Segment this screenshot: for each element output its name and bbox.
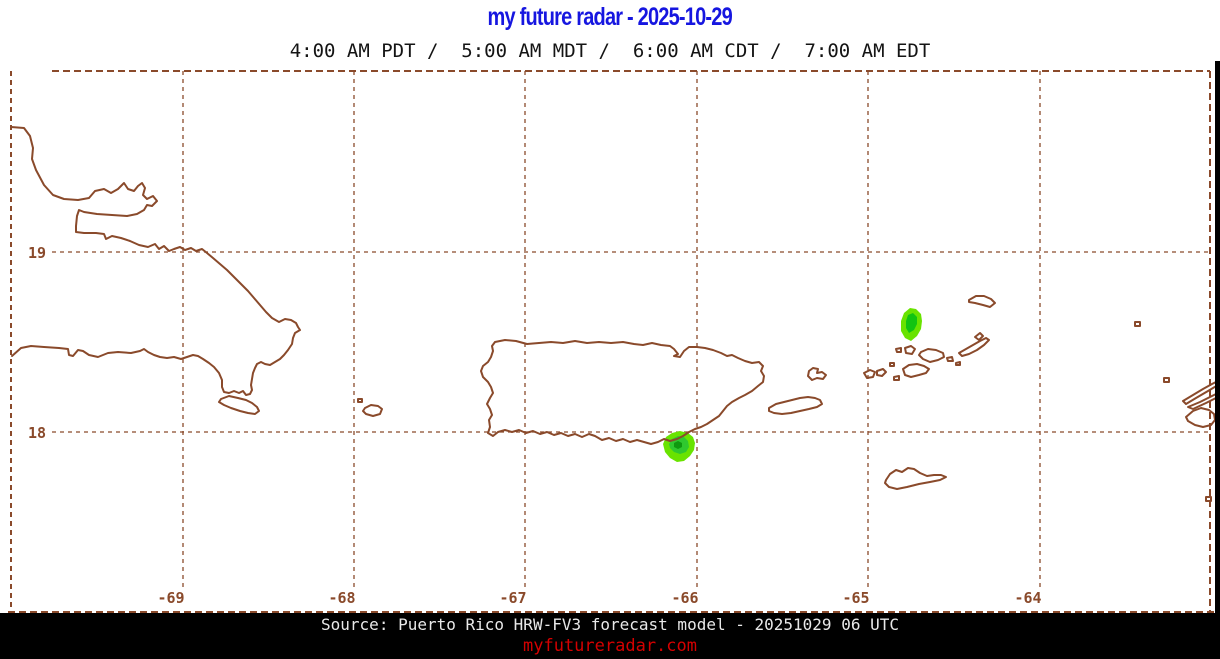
coastline-sombrero-speck <box>1134 321 1141 327</box>
page-title: my future radar - 2025-10-29 <box>0 3 1220 32</box>
axis-label--68: -68 <box>328 589 355 607</box>
source-text: Source: Puerto Rico HRW-FV3 forecast mod… <box>321 615 899 634</box>
radar-cell-virgin-islands-core <box>906 313 917 333</box>
coastline-anegada <box>968 295 996 308</box>
axis-label-18: 18 <box>28 424 46 442</box>
valid-times: 4:00 AM PDT / 5:00 AM MDT / 6:00 AM CDT … <box>289 40 931 62</box>
coastline-islet-speck-1 <box>889 362 895 367</box>
coastline-islet-west-2 <box>876 368 887 377</box>
coastline-islet-speck-4 <box>946 356 954 362</box>
axis-label--67: -67 <box>499 589 526 607</box>
axis-label--64: -64 <box>1014 589 1041 607</box>
coastline-vieques <box>768 396 823 415</box>
radar-cell-south-puerto-rico-core <box>674 441 682 449</box>
coastline-st-thomas <box>902 363 930 378</box>
right-edge-strip <box>1215 61 1220 659</box>
footer-bar: Source: Puerto Rico HRW-FV3 forecast mod… <box>0 613 1220 659</box>
coastline-islet-speck-3 <box>895 347 902 353</box>
coastline-islet-west-1 <box>863 369 876 379</box>
coastline-hispaniola <box>10 126 301 396</box>
coastline-islet-speck-2 <box>893 375 900 381</box>
coastline-puerto-rico <box>480 339 765 445</box>
axis-label-19: 19 <box>28 244 46 262</box>
coastline-saba-speck <box>1205 496 1212 502</box>
coastline-saona-island <box>218 395 260 415</box>
axis-label--65: -65 <box>842 589 869 607</box>
coastline-dog-island-speck <box>1163 377 1170 383</box>
coastline-tortola <box>958 337 990 357</box>
coastline-islet-speck-5 <box>955 361 961 366</box>
page-title-text: my future radar - 2025-10-29 <box>487 3 733 31</box>
website-link[interactable]: myfutureradar.com <box>523 636 697 656</box>
coastline-culebra <box>807 367 827 381</box>
coastline-mona-island <box>362 404 383 417</box>
radar-map: 19 18 -69 -68 -67 -66 -65 -64 <box>8 70 1219 613</box>
coastline-st-croix <box>884 467 947 490</box>
coastline-st-john <box>918 348 945 363</box>
coastline-virgin-gorda <box>974 332 984 341</box>
coastline-desecheo-island <box>357 398 363 403</box>
axis-label--66: -66 <box>671 589 698 607</box>
axis-label--69: -69 <box>157 589 184 607</box>
coastline-islet-small <box>904 345 916 355</box>
